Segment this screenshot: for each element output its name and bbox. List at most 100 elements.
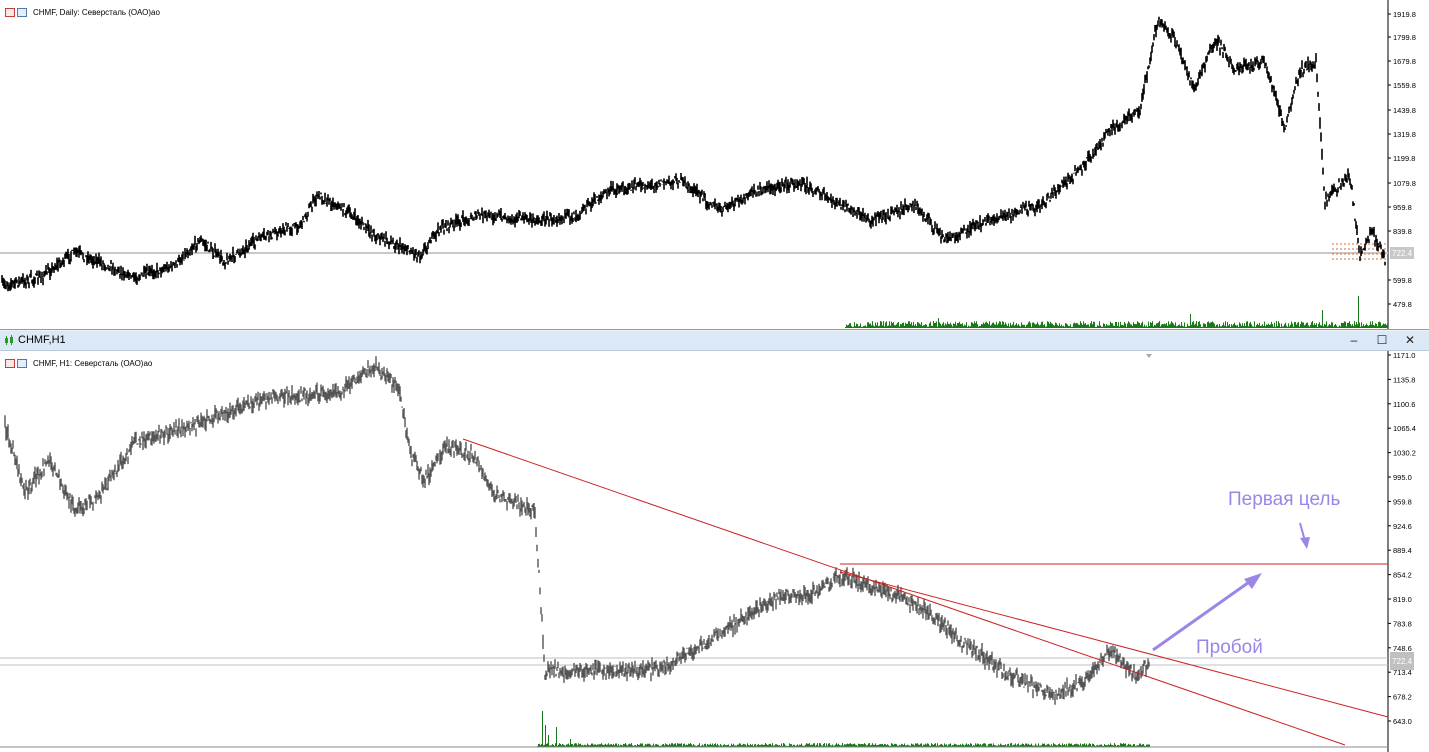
hourly-price-series — [4, 356, 1150, 705]
volume-bar — [770, 743, 771, 747]
daily-price-chart[interactable]: 1919.8 1799.8 1679.8 1559.8 1439.8 1319.8 1199… — [0, 0, 1429, 329]
volume-bar — [1025, 743, 1026, 747]
volume-bar — [964, 745, 965, 747]
volume-bar — [1211, 322, 1212, 328]
volume-bar — [1008, 743, 1009, 747]
volume-bar — [568, 743, 569, 747]
volume-bar — [573, 745, 574, 747]
volume-bar — [1145, 745, 1146, 747]
volume-bar — [1038, 324, 1039, 328]
volume-bar — [1143, 744, 1144, 747]
volume-bar — [1155, 325, 1156, 328]
volume-bar — [1108, 325, 1109, 328]
maximize-icon[interactable]: ☐ — [1376, 333, 1388, 347]
volume-bar — [651, 745, 652, 747]
volume-bar — [791, 744, 792, 747]
volume-bar — [1080, 743, 1081, 747]
hourly-price-chart[interactable]: 1171.0 1135.8 1100.6 1065.4 1030.2 995.0 959.8… — [0, 351, 1429, 752]
price-tick-label: 924.6 — [1393, 522, 1412, 531]
volume-bar — [784, 743, 785, 747]
volume-bar — [890, 325, 891, 328]
volume-bar — [952, 745, 953, 747]
chart-icon[interactable] — [5, 8, 15, 17]
volume-bar — [924, 744, 925, 747]
volume-bar — [876, 745, 877, 747]
volume-bar — [932, 744, 933, 747]
volume-bar — [1343, 322, 1344, 328]
volume-bar — [698, 744, 699, 747]
volume-bar — [572, 744, 573, 747]
volume-bar — [984, 323, 985, 328]
volume-bar — [1006, 745, 1007, 747]
volume-bar — [994, 745, 995, 747]
volume-bar — [816, 744, 817, 747]
volume-bar — [695, 745, 696, 747]
volume-bar — [672, 743, 673, 747]
volume-bar — [648, 743, 649, 747]
volume-bar — [1368, 325, 1369, 328]
volume-bar — [1244, 323, 1245, 328]
window-titlebar[interactable]: CHMF,H1 – ☐ ✕ — [0, 331, 1429, 351]
volume-bar — [942, 323, 943, 328]
volume-bar — [1286, 325, 1287, 328]
volume-bar — [915, 743, 916, 747]
volume-bar — [1117, 745, 1118, 747]
close-icon[interactable]: ✕ — [1404, 333, 1416, 347]
volume-bar — [679, 743, 680, 747]
chart-type-icon[interactable] — [17, 359, 27, 368]
volume-bar — [1122, 743, 1123, 747]
volume-bar — [837, 744, 838, 747]
minimize-icon[interactable]: – — [1350, 333, 1358, 347]
volume-bar — [1179, 324, 1180, 328]
volume-bar — [865, 744, 866, 747]
volume-bar — [1011, 743, 1012, 747]
volume-bar — [630, 744, 631, 747]
volume-bar — [1327, 326, 1328, 328]
volume-bar — [1198, 322, 1199, 328]
volume-bar — [1184, 322, 1185, 328]
volume-bar — [685, 745, 686, 747]
volume-bar — [632, 745, 633, 747]
volume-bar — [746, 745, 747, 747]
volume-bar — [1135, 324, 1136, 328]
volume-bar — [867, 745, 868, 747]
volume-bar — [925, 324, 926, 328]
volume-bar — [906, 323, 907, 328]
volume-bar — [643, 745, 644, 747]
volume-bar — [1062, 743, 1063, 747]
volume-bar — [891, 321, 892, 328]
volume-bar — [601, 743, 602, 747]
volume-bar — [1269, 324, 1270, 328]
volume-bar — [1292, 323, 1293, 328]
volume-bar — [911, 322, 912, 328]
price-tick-label: 1100.6 — [1393, 400, 1415, 409]
volume-bar — [1166, 322, 1167, 328]
volume-bar — [615, 743, 616, 747]
volume-bar — [1147, 326, 1148, 328]
volume-bar — [964, 324, 965, 328]
volume-bar — [1058, 744, 1059, 747]
volume-bar — [1043, 325, 1044, 328]
volume-bar — [1216, 324, 1217, 328]
volume-bar — [1049, 323, 1050, 328]
chart-type-icon[interactable] — [17, 8, 27, 17]
volume-bar — [1104, 744, 1105, 747]
hourly-chart-window[interactable]: CHMF,H1 – ☐ ✕ CHMF, H1: Северсталь (ОАО)… — [0, 331, 1429, 752]
volume-bar — [848, 744, 849, 747]
volume-bar — [1072, 326, 1073, 328]
volume-bar — [1340, 326, 1341, 328]
volume-bar — [1068, 325, 1069, 328]
price-tick-label: 479.8 — [1393, 300, 1412, 309]
price-tick-label: 1030.2 — [1393, 449, 1416, 458]
daily-chart-window[interactable]: CHMF, Daily: Северсталь (ОАО)ао 1919.8 17… — [0, 0, 1429, 330]
volume-bar — [1183, 326, 1184, 328]
volume-bar — [936, 745, 937, 747]
volume-bar — [961, 324, 962, 328]
chart-icon[interactable] — [5, 359, 15, 368]
volume-bar — [656, 744, 657, 747]
volume-bar — [876, 325, 877, 328]
volume-bar — [1095, 745, 1096, 747]
volume-bar — [877, 744, 878, 747]
volume-bar — [982, 744, 983, 747]
volume-bar — [1317, 326, 1318, 328]
